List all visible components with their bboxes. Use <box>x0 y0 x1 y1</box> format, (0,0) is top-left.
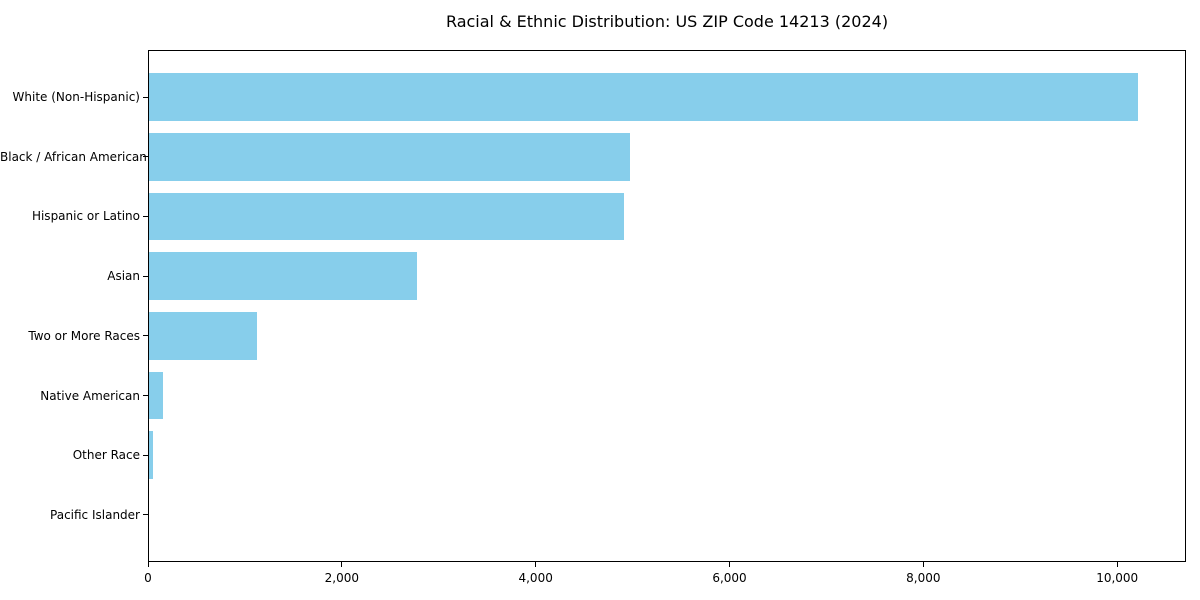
y-tick-label: Other Race <box>72 448 140 463</box>
x-tick-label: 8,000 <box>906 571 941 585</box>
x-tick-mark <box>1116 562 1118 567</box>
y-tick-mark <box>143 156 148 158</box>
x-tick-label: 4,000 <box>518 571 553 585</box>
bar <box>149 252 418 301</box>
y-tick-label: Hispanic or Latino <box>31 209 140 224</box>
y-tick-label: Two or More Races <box>28 328 140 343</box>
y-tick-label: White (Non-Hispanic) <box>12 90 140 105</box>
bar <box>149 132 630 181</box>
y-tick-mark <box>143 275 148 277</box>
y-tick-mark <box>143 335 148 337</box>
x-tick-label: 6,000 <box>712 571 747 585</box>
x-tick-mark <box>341 562 343 567</box>
bar <box>149 431 154 480</box>
y-tick-label: Native American <box>40 388 140 403</box>
y-tick-mark <box>143 395 148 396</box>
bar <box>149 192 624 241</box>
y-tick-mark <box>143 96 148 98</box>
y-tick-label: Pacific Islander <box>50 507 140 522</box>
x-tick-label: 10,000 <box>1096 571 1139 585</box>
chart-title: Racial & Ethnic Distribution: US ZIP Cod… <box>445 12 889 31</box>
y-tick-mark <box>143 454 148 456</box>
x-tick-mark <box>535 562 537 567</box>
x-tick-label: 2,000 <box>324 571 359 585</box>
x-tick-label: 0 <box>144 571 152 585</box>
bar <box>149 371 164 420</box>
x-tick-mark <box>729 562 730 567</box>
y-tick-mark <box>143 215 148 217</box>
y-tick-label: Black / African American <box>0 149 147 164</box>
x-tick-mark <box>922 562 924 567</box>
bar <box>149 311 257 360</box>
y-tick-label: Asian <box>107 269 140 284</box>
y-tick-mark <box>143 514 148 516</box>
x-tick-mark <box>147 562 149 567</box>
bar <box>149 73 1138 121</box>
plot-area <box>148 50 1186 562</box>
